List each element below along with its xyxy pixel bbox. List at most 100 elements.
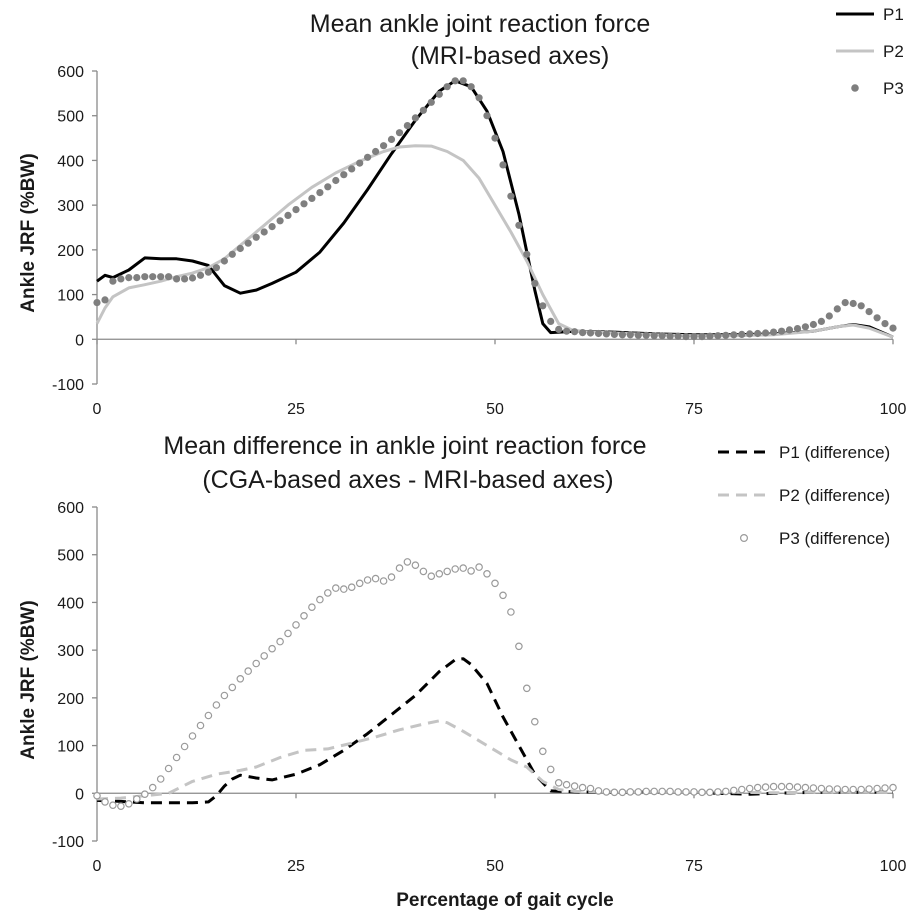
data-point (141, 273, 149, 281)
data-point (101, 296, 109, 304)
data-point (698, 333, 706, 341)
data-point (841, 299, 849, 307)
data-point (308, 194, 316, 202)
data-point (530, 717, 539, 726)
data-point (363, 576, 372, 584)
data-point (427, 572, 436, 581)
data-point (316, 595, 324, 604)
data-point (380, 142, 388, 150)
data-point (324, 183, 332, 191)
data-point (761, 783, 770, 791)
data-point (547, 317, 555, 325)
data-point (204, 711, 213, 720)
data-point (873, 784, 881, 793)
legend-label: P1 (883, 5, 904, 24)
data-point (228, 683, 237, 692)
series-p1-difference (96, 657, 894, 805)
chart-title-line-2: (CGA-based axes - MRI-based axes) (202, 466, 613, 494)
data-point (865, 308, 873, 316)
data-point (379, 577, 388, 585)
legend-label: P1 (difference) (779, 443, 890, 462)
data-point (395, 564, 404, 572)
legend-entry: P1 (836, 5, 904, 24)
data-point (857, 785, 866, 794)
data-point (284, 211, 292, 219)
data-point (419, 567, 428, 576)
data-point (602, 330, 611, 338)
data-point (93, 299, 101, 307)
data-point (586, 329, 595, 337)
data-point (364, 153, 372, 161)
data-point (165, 273, 173, 281)
data-point (785, 326, 794, 334)
axes: -100 0 100 200 300 400 500 600 0 25 50 75 100 (52, 64, 906, 418)
axes: -100 0 100 200 300 400 500 600 0 25 50 75 100 (52, 500, 906, 875)
data-point (403, 558, 412, 566)
y-tick-label: -100 (52, 834, 84, 851)
data-point (722, 331, 730, 339)
y-axis-label: Ankle JRF (%BW) (18, 153, 39, 312)
legend-entry: P3 (851, 79, 904, 98)
data-point (483, 569, 491, 578)
data-point (148, 783, 157, 792)
data-point (212, 264, 220, 272)
data-point (141, 790, 149, 799)
x-tick-label: 50 (486, 858, 504, 875)
data-point (618, 788, 627, 797)
data-point (475, 563, 483, 571)
data-point (133, 795, 141, 803)
data-point (650, 332, 658, 340)
data-point (443, 83, 451, 91)
data-point (459, 77, 467, 85)
data-point (196, 721, 205, 730)
series-p1 (96, 79, 894, 339)
data-point (276, 637, 284, 646)
data-point (730, 331, 738, 339)
data-point (682, 333, 690, 341)
legend-label: P3 (difference) (779, 529, 890, 548)
data-point (642, 787, 651, 796)
data-point (666, 787, 674, 796)
data-point (188, 274, 197, 282)
data-point (594, 787, 603, 795)
data-point (435, 569, 444, 578)
series-line (95, 144, 894, 339)
x-tick-label: 75 (685, 858, 703, 875)
x-tick-label: 50 (486, 401, 504, 418)
data-point (825, 312, 833, 320)
legend-swatch (739, 533, 748, 542)
series-line (96, 79, 894, 339)
data-point (618, 331, 627, 339)
data-point (690, 333, 698, 341)
data-point (865, 785, 873, 793)
data-point (467, 567, 475, 575)
y-tick-label: 0 (75, 786, 84, 803)
data-point (156, 775, 165, 783)
data-point (483, 112, 491, 120)
data-point (817, 317, 826, 325)
x-tick-label: 100 (880, 858, 907, 875)
data-point (268, 644, 276, 653)
data-point (690, 788, 698, 796)
data-point (578, 783, 587, 792)
data-point (857, 302, 865, 310)
data-point (634, 788, 643, 796)
data-point (833, 785, 842, 793)
data-point (571, 328, 579, 336)
data-point (563, 327, 571, 335)
data-point (355, 579, 364, 588)
data-point (260, 652, 269, 660)
data-point (554, 778, 563, 787)
data-point (674, 332, 682, 340)
data-point (539, 302, 547, 310)
data-point (387, 135, 396, 143)
series-line (96, 657, 894, 805)
data-point (459, 564, 468, 572)
y-tick-label: 400 (57, 595, 84, 612)
legend-label: P3 (883, 79, 904, 98)
data-point (610, 788, 619, 797)
data-point (323, 589, 332, 597)
data-point (419, 106, 427, 114)
chart-mri-based: Mean ankle joint reaction force (MRI-bas… (18, 5, 906, 418)
data-point (770, 328, 778, 336)
